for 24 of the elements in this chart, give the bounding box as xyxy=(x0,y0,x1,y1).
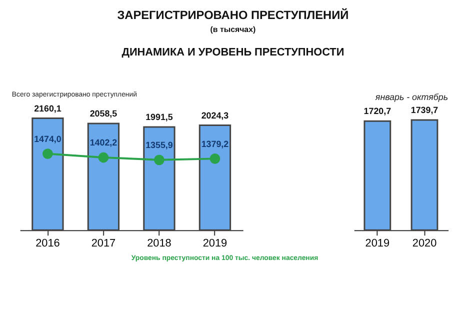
point xyxy=(98,152,109,163)
text: ДИНАМИКА И УРОВЕНЬ ПРЕСТУПНОСТИ xyxy=(122,46,344,59)
x-tick-label: 2019 xyxy=(365,238,390,250)
point xyxy=(154,154,164,166)
x-tick-label: 2019 xyxy=(202,238,228,250)
chart-title: ЗАРЕГИСТРИРОВАНО ПРЕСТУПЛЕНИЙ xyxy=(117,8,349,22)
data-label: 1379,2 xyxy=(201,138,229,149)
point xyxy=(210,153,220,164)
chart-subtitle: (в тысячах) xyxy=(210,24,256,34)
data-label: 1720,7 xyxy=(364,106,392,116)
x-tick-label: 2016 xyxy=(36,238,60,250)
data-label: 1739,7 xyxy=(410,105,438,116)
data-label: 2024,3 xyxy=(201,110,229,120)
data-label: 1402,2 xyxy=(90,138,118,148)
x-tick-label: 2017 xyxy=(91,238,116,250)
x-tick-label: 2018 xyxy=(147,238,172,250)
point xyxy=(42,148,53,159)
data-label: 1474,0 xyxy=(34,134,62,144)
data-label: 1355,9 xyxy=(146,140,173,150)
data-label: 2058,5 xyxy=(90,108,118,119)
data-label: 2160,1 xyxy=(34,103,62,114)
chart-title: январь - октябрь xyxy=(374,92,448,102)
data-label: 1991,5 xyxy=(146,112,173,122)
x-tick-label: 2020 xyxy=(412,238,437,250)
